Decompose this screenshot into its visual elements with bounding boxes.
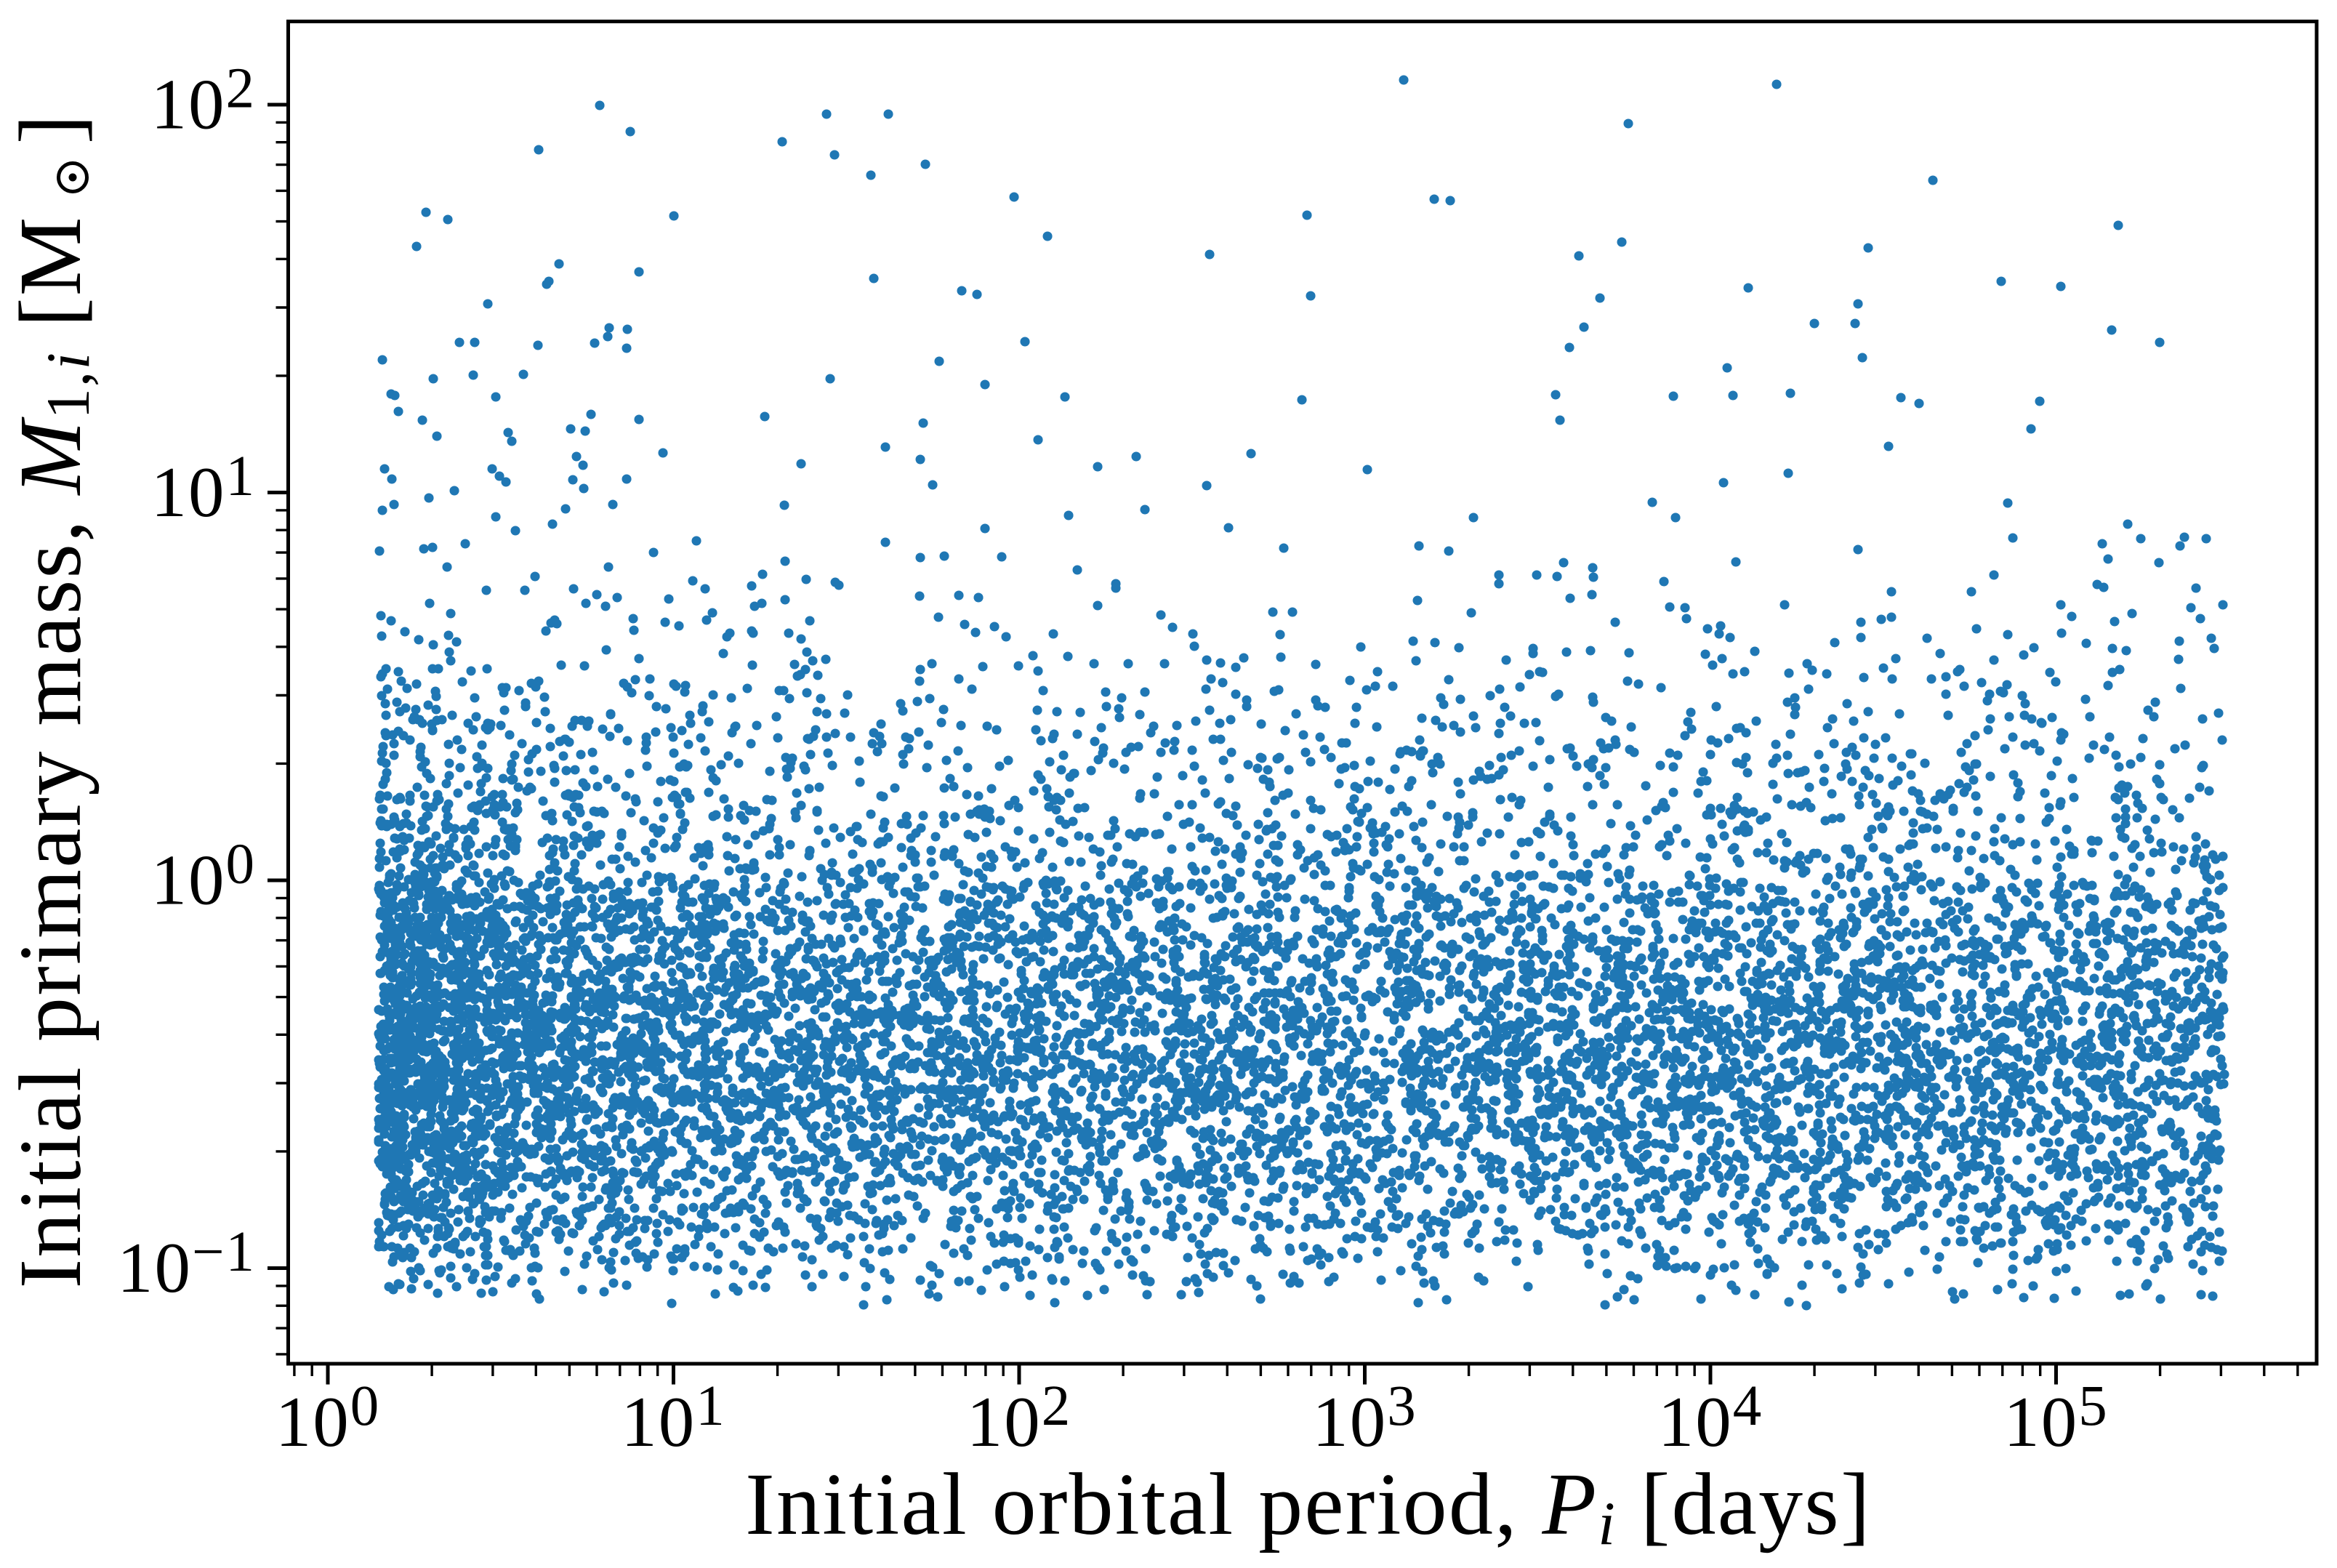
svg-text:105: 105 [2003, 1375, 2109, 1462]
svg-text:103: 103 [1312, 1375, 1417, 1462]
svg-text:Initial primary mass, M1,i [M: Initial primary mass, M1,i [M ] [1, 113, 102, 1289]
svg-text:Initial orbital period, Pi [da: Initial orbital period, Pi [days] [745, 1455, 1872, 1558]
